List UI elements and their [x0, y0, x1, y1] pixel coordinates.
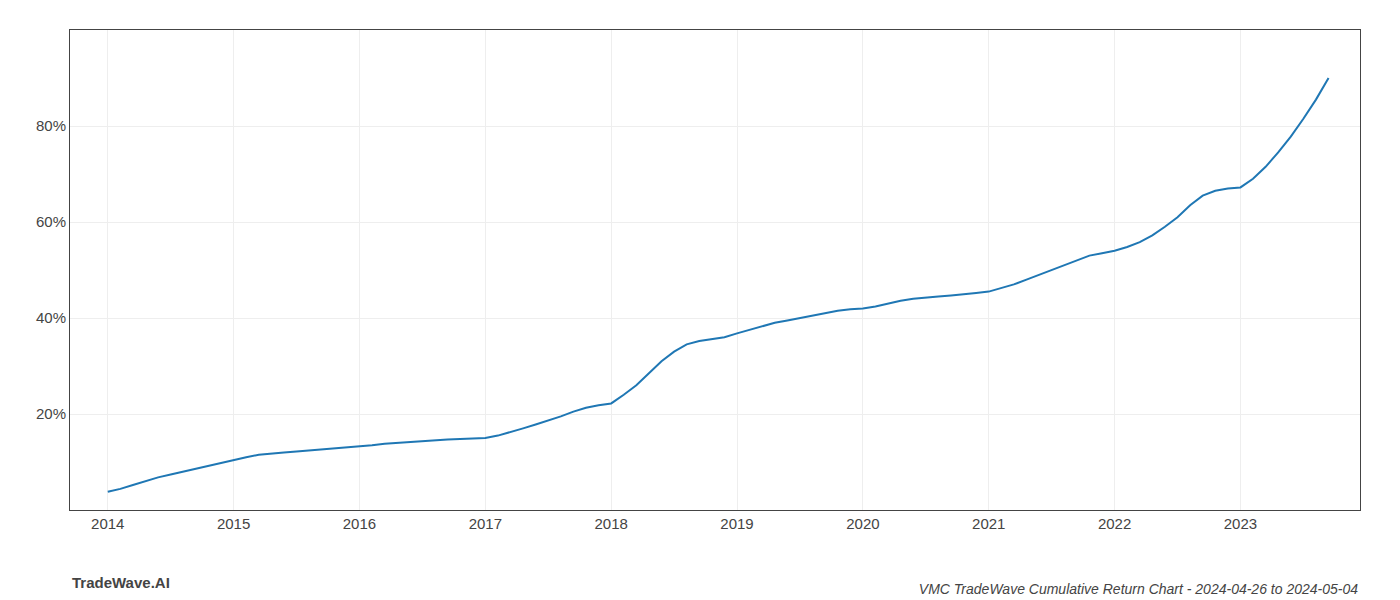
svg-text:2016: 2016 — [343, 515, 376, 532]
svg-text:20%: 20% — [36, 405, 66, 422]
svg-text:2020: 2020 — [846, 515, 879, 532]
svg-text:2023: 2023 — [1224, 515, 1257, 532]
svg-text:2019: 2019 — [720, 515, 753, 532]
svg-text:80%: 80% — [36, 117, 66, 134]
svg-text:2015: 2015 — [217, 515, 250, 532]
svg-text:2021: 2021 — [972, 515, 1005, 532]
svg-text:2014: 2014 — [91, 515, 124, 532]
svg-text:VMC TradeWave Cumulative Retur: VMC TradeWave Cumulative Return Chart - … — [919, 581, 1358, 597]
svg-text:2022: 2022 — [1098, 515, 1131, 532]
svg-text:60%: 60% — [36, 213, 66, 230]
svg-text:40%: 40% — [36, 309, 66, 326]
svg-text:2018: 2018 — [594, 515, 627, 532]
svg-text:2017: 2017 — [469, 515, 502, 532]
svg-text:TradeWave.AI: TradeWave.AI — [72, 574, 170, 591]
